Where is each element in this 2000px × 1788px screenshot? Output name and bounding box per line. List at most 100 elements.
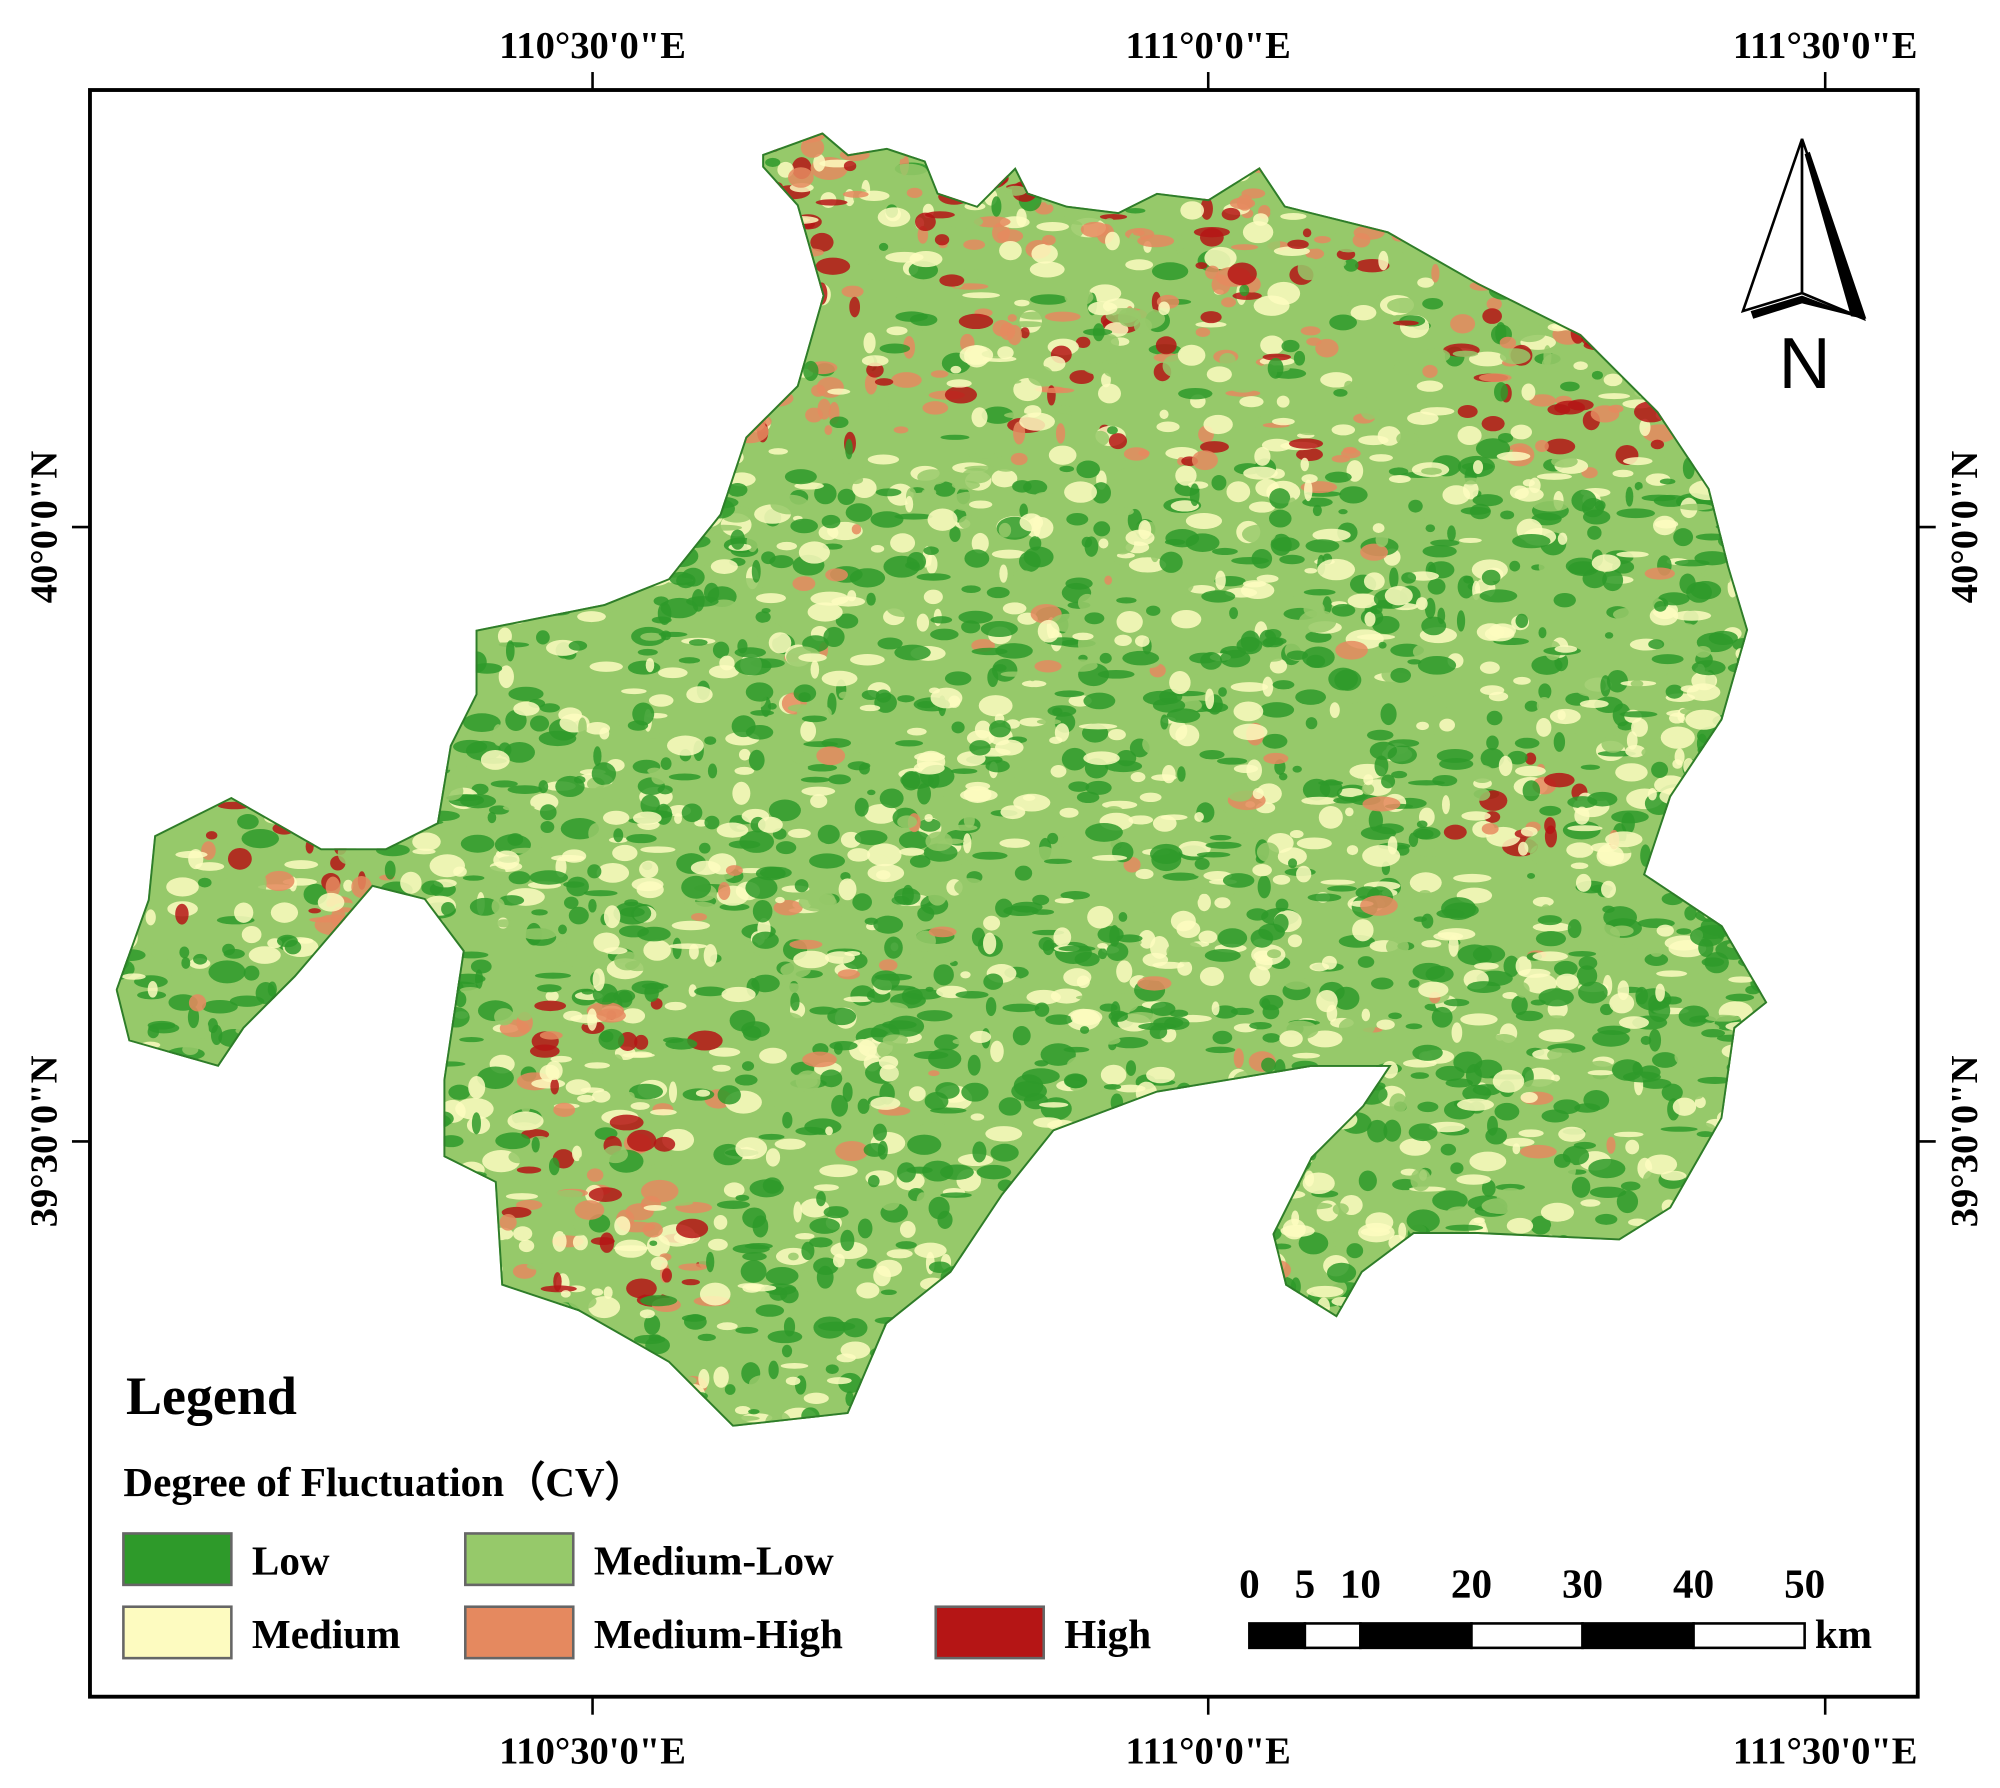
raster-patch bbox=[443, 1212, 475, 1220]
raster-patch bbox=[1031, 909, 1055, 915]
raster-patch bbox=[1198, 930, 1218, 944]
raster-patch bbox=[1083, 751, 1120, 765]
raster-patch bbox=[1185, 512, 1223, 529]
raster-patch bbox=[1504, 1369, 1539, 1389]
raster-patch bbox=[115, 507, 145, 527]
raster-patch bbox=[1630, 680, 1644, 688]
raster-patch bbox=[529, 715, 550, 732]
raster-patch bbox=[1585, 135, 1603, 152]
raster-patch bbox=[1417, 848, 1445, 857]
raster-patch bbox=[203, 301, 213, 325]
raster-patch bbox=[1604, 632, 1614, 639]
raster-patch bbox=[375, 994, 413, 1009]
raster-patch bbox=[536, 984, 562, 993]
raster-patch bbox=[201, 526, 219, 535]
raster-patch bbox=[784, 1422, 811, 1427]
raster-patch bbox=[1735, 521, 1744, 528]
raster-patch bbox=[325, 733, 354, 741]
raster-patch bbox=[625, 349, 635, 362]
raster-patch bbox=[385, 414, 417, 430]
raster-patch bbox=[618, 1371, 646, 1385]
raster-patch bbox=[398, 428, 425, 436]
raster-patch bbox=[1719, 722, 1740, 741]
raster-patch bbox=[476, 437, 507, 443]
raster-patch bbox=[1364, 202, 1377, 220]
raster-patch bbox=[1532, 1394, 1561, 1409]
raster-patch bbox=[419, 572, 439, 587]
raster-patch bbox=[1274, 1368, 1289, 1385]
raster-patch bbox=[1097, 383, 1121, 404]
raster-patch bbox=[154, 1193, 184, 1215]
raster-patch bbox=[592, 405, 618, 419]
raster-patch bbox=[1297, 257, 1321, 281]
raster-patch bbox=[1539, 805, 1562, 816]
raster-patch bbox=[1302, 1172, 1335, 1195]
raster-patch bbox=[327, 305, 343, 328]
raster-patch bbox=[765, 157, 781, 168]
raster-patch bbox=[1494, 1102, 1520, 1121]
raster-patch bbox=[343, 191, 372, 201]
raster-patch bbox=[1076, 460, 1101, 479]
raster-patch bbox=[1166, 940, 1204, 963]
raster-patch bbox=[891, 372, 922, 388]
raster-patch bbox=[96, 1172, 110, 1195]
raster-patch bbox=[1603, 285, 1616, 309]
raster-patch bbox=[1363, 774, 1374, 786]
raster-patch bbox=[1591, 370, 1603, 380]
raster-patch bbox=[919, 132, 945, 133]
raster-patch bbox=[1467, 981, 1501, 994]
raster-patch bbox=[1276, 169, 1293, 183]
raster-patch bbox=[534, 1000, 567, 1012]
raster-patch bbox=[219, 1287, 255, 1293]
raster-patch bbox=[712, 641, 730, 659]
raster-patch bbox=[171, 622, 208, 632]
raster-patch bbox=[1753, 1037, 1762, 1059]
raster-patch bbox=[531, 1136, 540, 1153]
raster-patch bbox=[1252, 787, 1264, 800]
raster-patch bbox=[698, 1369, 710, 1389]
raster-patch bbox=[1460, 1397, 1489, 1411]
raster-patch bbox=[1180, 1158, 1207, 1178]
raster-patch bbox=[511, 1386, 531, 1395]
raster-patch bbox=[1291, 415, 1328, 436]
raster-patch bbox=[1201, 1367, 1223, 1386]
raster-patch bbox=[1416, 1276, 1439, 1294]
raster-patch bbox=[1572, 288, 1601, 300]
raster-patch bbox=[588, 577, 608, 596]
raster-patch bbox=[793, 950, 830, 969]
raster-patch bbox=[1715, 796, 1742, 804]
raster-patch bbox=[1345, 807, 1354, 817]
raster-patch bbox=[707, 763, 718, 779]
raster-patch bbox=[179, 946, 190, 959]
raster-patch bbox=[994, 1288, 1020, 1308]
raster-patch bbox=[728, 275, 754, 297]
raster-patch bbox=[1272, 132, 1304, 136]
raster-patch bbox=[1689, 990, 1716, 1008]
raster-patch bbox=[427, 1272, 456, 1291]
raster-patch bbox=[1171, 609, 1202, 629]
raster-patch bbox=[1325, 1107, 1335, 1127]
raster-patch bbox=[1120, 185, 1129, 204]
raster-patch bbox=[1205, 265, 1220, 280]
raster-patch bbox=[1749, 863, 1768, 874]
raster-patch bbox=[1267, 1140, 1279, 1159]
raster-patch bbox=[637, 159, 677, 167]
raster-patch bbox=[1101, 334, 1120, 352]
raster-patch bbox=[1738, 364, 1749, 373]
raster-patch bbox=[412, 1002, 448, 1012]
raster-patch bbox=[106, 313, 116, 324]
raster-patch bbox=[898, 583, 916, 593]
raster-patch bbox=[1366, 1355, 1382, 1371]
raster-patch bbox=[929, 861, 963, 872]
raster-patch bbox=[568, 1378, 601, 1401]
raster-patch bbox=[1065, 577, 1093, 590]
raster-patch bbox=[606, 171, 615, 191]
raster-patch bbox=[809, 853, 846, 869]
raster-patch bbox=[406, 956, 427, 969]
raster-patch bbox=[1113, 467, 1151, 487]
raster-patch bbox=[378, 651, 390, 673]
raster-patch bbox=[1287, 239, 1309, 250]
raster-patch bbox=[1147, 150, 1171, 171]
raster-patch bbox=[1674, 1283, 1691, 1289]
raster-patch bbox=[426, 1161, 451, 1180]
